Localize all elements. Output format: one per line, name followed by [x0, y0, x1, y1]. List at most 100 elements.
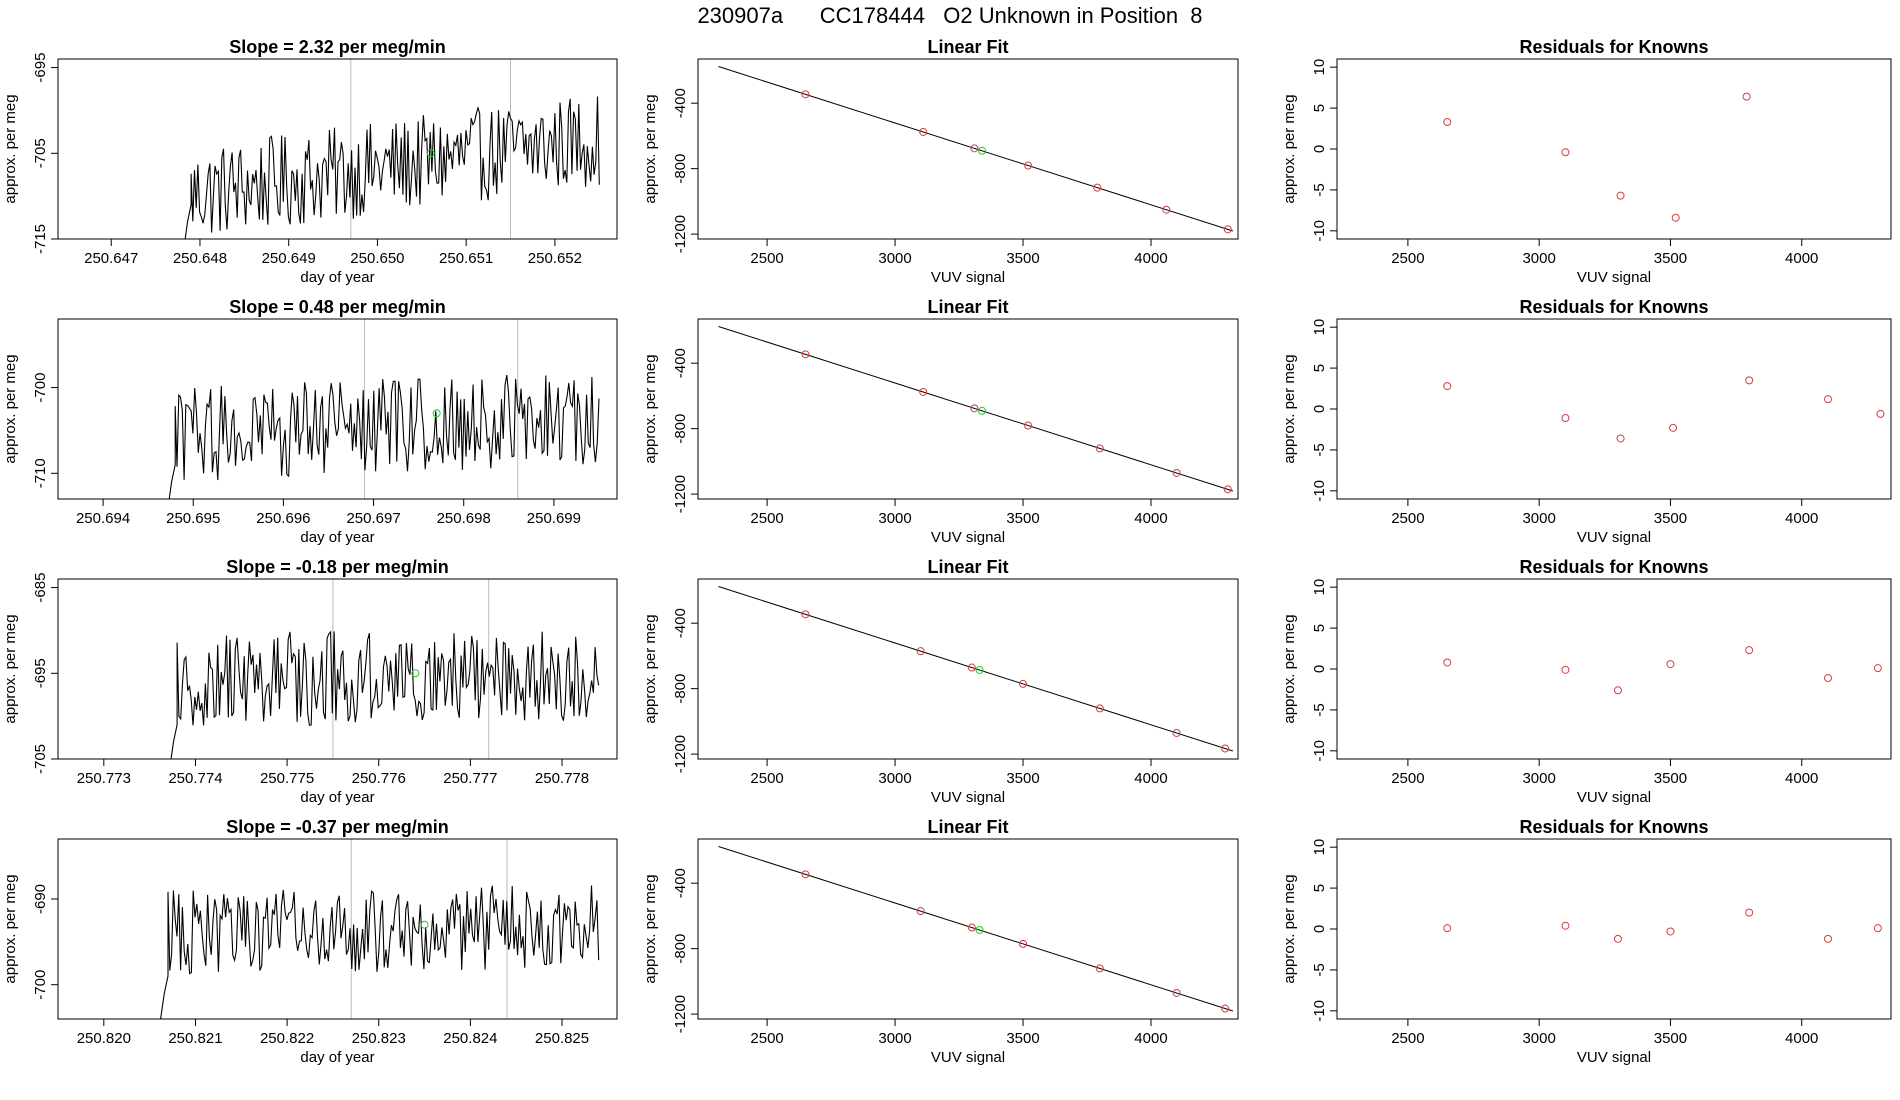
- panel-title: Linear Fit: [927, 557, 1008, 577]
- x-axis-label: VUV signal: [1577, 529, 1651, 546]
- x-tick-label: 250.823: [352, 1030, 406, 1047]
- residual-point: [1561, 414, 1570, 422]
- x-axis-label: day of year: [300, 789, 374, 806]
- panel-title: Linear Fit: [927, 297, 1008, 317]
- known-point: [1221, 744, 1230, 753]
- x-tick-label: 2500: [750, 770, 783, 787]
- y-tick-label: -800: [672, 674, 689, 704]
- residual-point: [1443, 658, 1452, 667]
- known-point: [1223, 485, 1232, 494]
- known-point: [801, 610, 810, 619]
- known-point: [1172, 728, 1181, 737]
- known-point: [967, 923, 976, 932]
- y-axis-label: approx. per meg: [1281, 614, 1298, 723]
- x-tick-label: 2500: [1391, 250, 1424, 267]
- y-tick-label: -10: [1311, 740, 1328, 762]
- unknown-point: [978, 406, 987, 415]
- residual-point: [1613, 686, 1622, 695]
- y-axis-label: approx. per meg: [642, 874, 659, 983]
- x-tick-label: 250.695: [166, 510, 220, 527]
- y-axis-label: approx. per meg: [1281, 354, 1298, 463]
- y-tick-label: -5: [1311, 963, 1328, 976]
- x-tick-label: 250.777: [443, 770, 497, 787]
- y-tick-label: 5: [1311, 884, 1328, 892]
- x-tick-label: 3000: [878, 250, 911, 267]
- known-point: [967, 663, 976, 672]
- x-axis-label: day of year: [300, 529, 374, 546]
- unknown-point: [432, 409, 441, 418]
- x-tick-label: 250.647: [84, 250, 138, 267]
- panel-title: Slope = -0.18 per meg/min: [226, 557, 449, 577]
- y-tick-label: -400: [672, 88, 689, 118]
- x-tick-label: 250.820: [77, 1030, 131, 1047]
- fit-line: [718, 66, 1234, 232]
- y-tick-label: -5: [1311, 443, 1328, 456]
- x-tick-label: 250.652: [528, 250, 582, 267]
- known-point: [1093, 183, 1102, 192]
- x-tick-label: 250.773: [77, 770, 131, 787]
- residual-point: [1561, 148, 1570, 157]
- x-tick-label: 250.699: [527, 510, 581, 527]
- plot-frame: [1336, 58, 1892, 240]
- y-tick-label: -400: [672, 348, 689, 378]
- y-axis-label: approx. per meg: [642, 94, 659, 203]
- x-tick-label: 4000: [1134, 250, 1167, 267]
- known-point: [1172, 468, 1181, 477]
- fit-line: [718, 586, 1234, 752]
- x-tick-label: 250.694: [76, 510, 130, 527]
- known-point: [1095, 964, 1104, 973]
- y-tick-label: 10: [1311, 579, 1328, 596]
- y-tick-label: -400: [672, 868, 689, 898]
- x-tick-label: 2500: [1391, 1030, 1424, 1047]
- y-tick-label: -800: [672, 414, 689, 444]
- known-point: [970, 144, 979, 153]
- known-point: [916, 907, 925, 916]
- residual-point: [1443, 118, 1452, 126]
- y-tick-label: -1200: [672, 475, 689, 513]
- x-tick-label: 4000: [1785, 510, 1818, 527]
- y-tick-label: -700: [32, 373, 49, 403]
- y-tick-label: -705: [32, 138, 49, 168]
- x-tick-label: 250.824: [443, 1030, 497, 1047]
- x-tick-label: 250.822: [260, 1030, 314, 1047]
- residual-point: [1873, 924, 1882, 933]
- y-axis-label: approx. per meg: [2, 614, 19, 723]
- unknown-point: [420, 920, 429, 929]
- known-point: [1024, 421, 1033, 430]
- y-tick-label: -10: [1311, 480, 1328, 502]
- y-axis-label: approx. per meg: [642, 354, 659, 463]
- x-tick-label: 4000: [1134, 770, 1167, 787]
- known-point: [919, 387, 928, 396]
- x-tick-label: 250.821: [168, 1030, 222, 1047]
- y-tick-label: 5: [1311, 364, 1328, 372]
- x-tick-label: 250.775: [260, 770, 314, 787]
- x-tick-label: 3000: [1522, 510, 1555, 527]
- plot-frame: [57, 838, 618, 1020]
- x-tick-label: 3000: [878, 770, 911, 787]
- plot-frame: [697, 58, 1239, 240]
- panel-title: Linear Fit: [927, 37, 1008, 57]
- y-tick-label: -800: [672, 154, 689, 184]
- x-axis-label: day of year: [300, 269, 374, 286]
- residual-point: [1745, 908, 1754, 917]
- known-point: [1172, 988, 1181, 997]
- residual-point: [1671, 213, 1680, 222]
- y-tick-label: -690: [32, 884, 49, 914]
- y-tick-label: 10: [1311, 839, 1328, 856]
- y-tick-label: -715: [32, 224, 49, 254]
- x-tick-label: 3000: [878, 1030, 911, 1047]
- x-tick-label: 250.651: [439, 250, 493, 267]
- x-tick-label: 2500: [1391, 510, 1424, 527]
- known-point: [801, 870, 810, 879]
- unknown-point: [975, 925, 984, 934]
- x-tick-label: 2500: [750, 1030, 783, 1047]
- plot-frame: [1336, 318, 1892, 500]
- residual-point: [1669, 423, 1678, 432]
- residual-point: [1561, 921, 1570, 930]
- plot-frame: [57, 58, 618, 240]
- plot-frame: [1336, 838, 1892, 1020]
- known-point: [1221, 1004, 1230, 1013]
- x-tick-label: 2500: [750, 250, 783, 267]
- x-tick-label: 250.649: [262, 250, 316, 267]
- x-axis-label: day of year: [300, 1049, 374, 1066]
